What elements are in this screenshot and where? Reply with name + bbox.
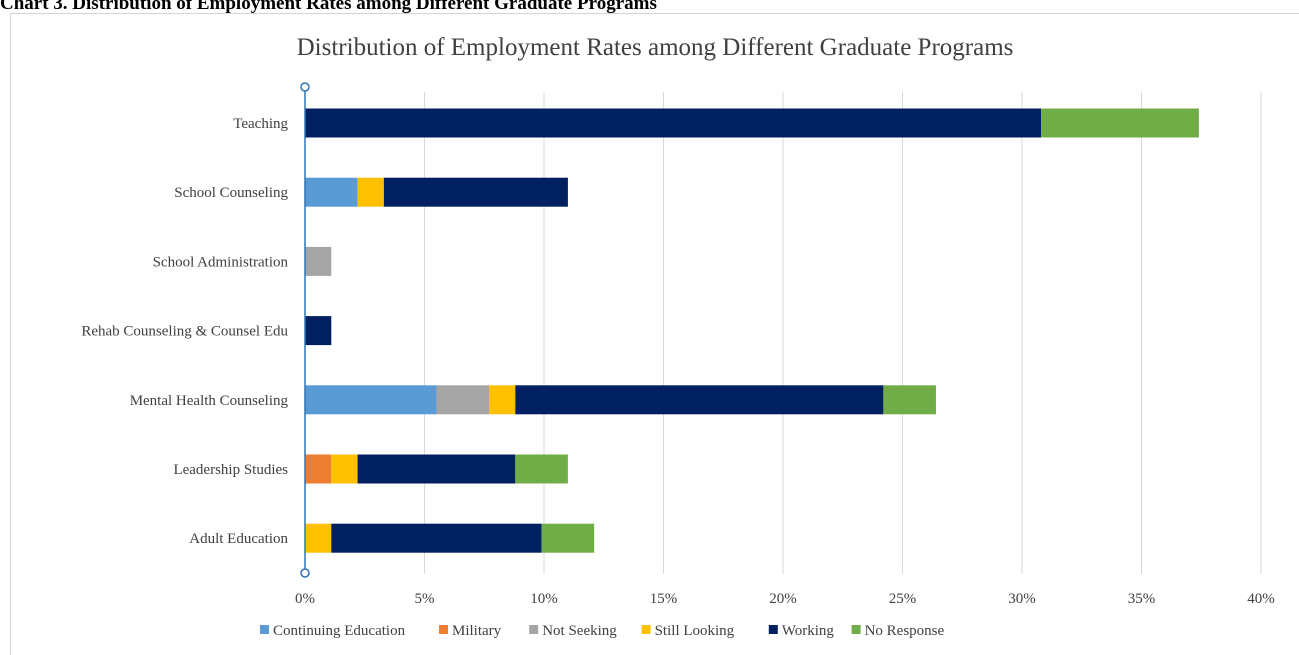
bar-segment [436, 385, 490, 415]
legend-swatch [851, 625, 861, 634]
bar-segment [1041, 108, 1199, 138]
category-label: School Administration [153, 254, 289, 270]
chart-frame: Distribution of Employment Rates among D… [10, 13, 1299, 655]
bar-segment [331, 523, 542, 553]
x-tick-label: 25% [889, 591, 917, 607]
x-tick-label: 5% [415, 591, 435, 607]
legend-label: Working [782, 623, 835, 639]
category-label: Teaching [233, 116, 288, 132]
bar-segment [357, 177, 384, 207]
x-tick-label: 0% [295, 591, 315, 607]
x-tick-label: 10% [530, 591, 558, 607]
bar-segment [515, 454, 568, 484]
bar-segment [515, 385, 884, 415]
bar-segment [305, 108, 1042, 138]
axis-handle-top [300, 82, 310, 92]
category-label: Rehab Counseling & Counsel Edu [81, 324, 288, 340]
axis-handle-bottom [300, 568, 310, 578]
bar-segment [331, 454, 358, 484]
legend-swatch [529, 625, 539, 634]
bar-segment [305, 177, 358, 207]
bar-segment [305, 523, 332, 553]
chart-svg: Distribution of Employment Rates among D… [81, 34, 1275, 639]
bar-segment [883, 385, 936, 415]
chart-title: Distribution of Employment Rates among D… [297, 34, 1014, 61]
x-tick-label: 30% [1008, 591, 1036, 607]
x-tick-label: 15% [650, 591, 678, 607]
legend-swatch [260, 625, 269, 634]
bar-segment [383, 177, 568, 207]
bar-segment [305, 454, 332, 484]
legend-label: Still Looking [655, 623, 735, 639]
legend-swatch [641, 625, 651, 634]
legend-label: Continuing Education [273, 623, 406, 639]
legend-swatch [768, 625, 778, 634]
legend-label: No Response [865, 623, 945, 639]
bar-segment [305, 316, 332, 346]
legend-swatch [439, 625, 448, 634]
legend-label: Not Seeking [542, 623, 617, 639]
document-caption: Chart 3. Distribution of Employment Rate… [0, 0, 657, 14]
bar-segment [489, 385, 516, 415]
x-tick-label: 40% [1247, 591, 1275, 607]
category-label: School Counseling [174, 185, 288, 201]
bar-segment [357, 454, 516, 484]
bar-segment [305, 385, 437, 415]
legend-label: Military [452, 623, 502, 639]
bar-segment [541, 523, 595, 553]
bar-segment [305, 246, 332, 276]
x-tick-label: 20% [769, 591, 797, 607]
category-label: Mental Health Counseling [130, 393, 289, 409]
x-tick-label: 35% [1128, 591, 1156, 607]
category-label: Adult Education [189, 531, 288, 547]
category-label: Leadership Studies [173, 462, 288, 478]
